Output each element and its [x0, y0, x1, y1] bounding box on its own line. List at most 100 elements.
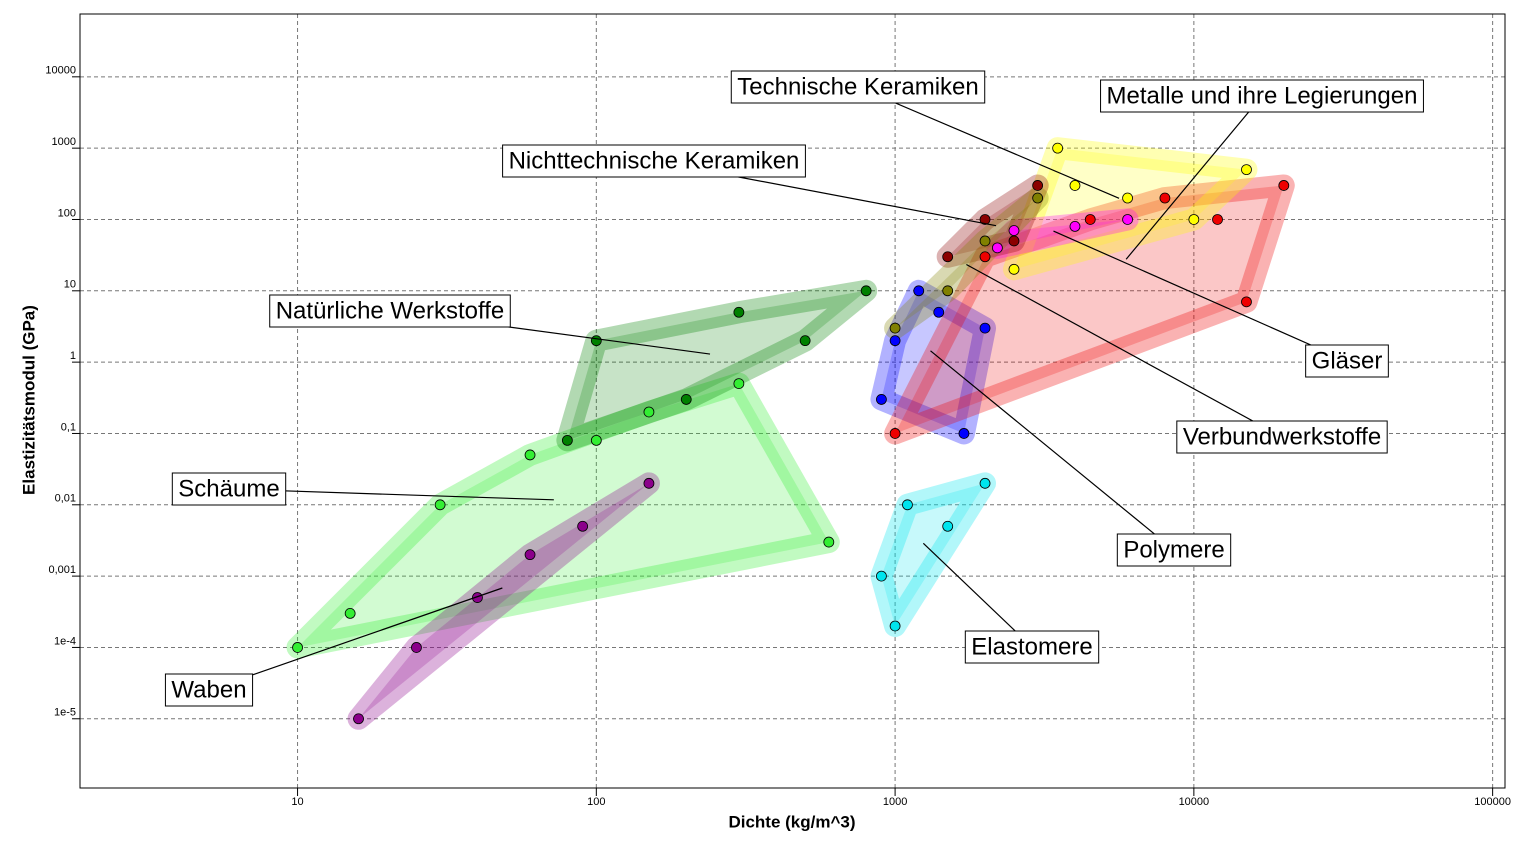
y-tick-label: 1e-5	[54, 707, 76, 719]
point	[590, 434, 602, 446]
envelope	[870, 279, 997, 445]
point	[979, 322, 991, 334]
point	[577, 520, 589, 532]
point	[590, 335, 602, 347]
point	[292, 642, 303, 653]
point	[561, 434, 573, 446]
point	[643, 406, 655, 418]
point	[1084, 214, 1096, 225]
point	[942, 285, 954, 297]
point	[889, 620, 901, 632]
point	[1159, 192, 1171, 204]
callout-label: Verbundwerkstoffe	[1183, 423, 1381, 450]
point	[902, 499, 913, 511]
point	[1008, 263, 1020, 275]
point	[1278, 180, 1290, 191]
point	[353, 713, 364, 725]
callout-label: Waben	[171, 676, 246, 703]
callout-box	[171, 472, 287, 506]
callout-line	[208, 587, 503, 691]
callout-box	[1116, 533, 1232, 567]
point	[942, 520, 954, 532]
callout-label: Nichttechnische Keramiken	[509, 147, 800, 174]
callout-label: Metalle und ihre Legierungen	[1107, 82, 1418, 109]
x-tick-label: 10000	[1179, 796, 1210, 808]
y-tick-label: 0,01	[55, 493, 76, 505]
point	[1122, 192, 1133, 204]
callout-line	[930, 350, 1175, 551]
point	[876, 570, 887, 582]
point	[344, 608, 356, 619]
point	[1008, 225, 1020, 236]
point	[1122, 214, 1133, 225]
point	[979, 251, 991, 263]
point	[1069, 220, 1081, 232]
callout-label: Natürliche Werkstoffe	[276, 297, 505, 324]
point	[876, 394, 887, 405]
callout-box	[269, 294, 511, 328]
x-tick-label: 10	[291, 796, 303, 808]
point	[860, 285, 872, 297]
point	[1069, 180, 1081, 191]
point	[524, 549, 536, 561]
y-tick-label: 1	[70, 350, 76, 362]
point	[733, 306, 745, 318]
x-tick-label: 1000	[883, 796, 907, 808]
point	[1212, 214, 1223, 225]
callout-box	[502, 144, 806, 178]
plot-frame	[79, 13, 1506, 789]
point	[1188, 214, 1200, 225]
point	[434, 499, 446, 511]
callout-box	[1305, 344, 1389, 378]
point	[823, 536, 835, 548]
y-tick-label: 0,001	[48, 564, 76, 576]
envelope	[347, 472, 660, 730]
point	[1241, 296, 1252, 308]
callout-label: Elastomere	[971, 633, 1092, 660]
point	[913, 285, 925, 297]
point	[979, 214, 991, 225]
x-tick-label: 100000	[1474, 796, 1511, 808]
point	[958, 428, 970, 439]
callout-label: Technische Keramiken	[737, 73, 978, 100]
point	[1241, 164, 1252, 176]
point	[1008, 235, 1020, 247]
point	[1052, 142, 1064, 154]
point	[643, 477, 655, 489]
callout-box	[1176, 420, 1388, 454]
callout-line	[922, 542, 1033, 648]
callout-line	[966, 263, 1283, 438]
callout-box	[730, 70, 986, 104]
point	[411, 642, 422, 653]
y-axis-title: Elastizitätsmodul (GPa)	[19, 305, 38, 495]
callout-label: Polymere	[1123, 536, 1224, 563]
y-tick-label: 10000	[45, 65, 76, 77]
callout-box	[1100, 79, 1424, 113]
point	[889, 428, 901, 439]
point	[979, 477, 991, 489]
point	[991, 242, 1003, 254]
point	[1032, 192, 1044, 204]
y-tick-label: 1e-4	[54, 635, 76, 647]
callout-line	[1125, 95, 1263, 260]
y-tick-label: 0,1	[61, 421, 76, 433]
callout-label: Schäume	[178, 475, 279, 502]
point	[889, 322, 901, 334]
point	[979, 235, 991, 247]
x-axis-title: Dichte (kg/m^3)	[728, 812, 855, 831]
point	[680, 394, 692, 405]
point	[472, 592, 483, 603]
x-tick-label: 100	[587, 796, 605, 808]
point	[524, 449, 536, 461]
y-tick-label: 1000	[52, 136, 76, 148]
callout-line	[1053, 230, 1348, 362]
point	[889, 335, 901, 347]
point	[942, 251, 954, 263]
y-tick-label: 100	[58, 207, 76, 219]
callout-line	[857, 86, 1120, 199]
callout-label: Gläser	[1312, 347, 1383, 374]
point	[1032, 180, 1044, 191]
point	[933, 306, 945, 318]
y-tick-label: 10	[64, 279, 76, 291]
